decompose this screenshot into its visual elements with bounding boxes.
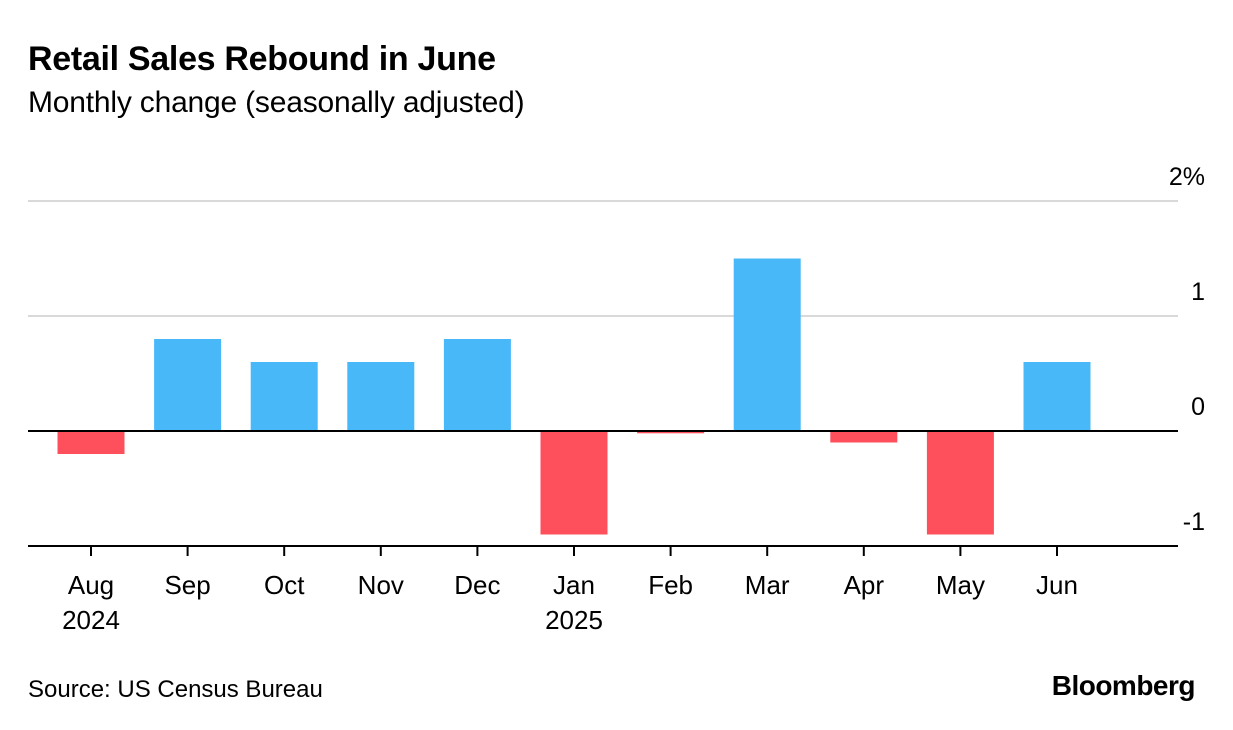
x-tick-year-label: 2025 — [545, 605, 603, 635]
y-tick-label: -1 — [1183, 508, 1205, 536]
bar-oct — [250, 362, 318, 431]
bar-mar — [733, 258, 801, 431]
bar-may — [926, 431, 994, 535]
x-tick-label: Aug — [68, 570, 114, 600]
x-tick-label: Oct — [264, 570, 305, 600]
source-note: Source: US Census Bureau — [28, 676, 323, 703]
bar-aug — [57, 431, 125, 454]
bar-dec — [443, 339, 511, 431]
bar-jun — [1023, 362, 1091, 431]
y-tick-label: 0 — [1191, 393, 1205, 421]
x-tick-label: Jun — [1036, 570, 1078, 600]
bar-nov — [347, 362, 415, 431]
x-tick-label: May — [936, 570, 985, 600]
bar-sep — [154, 339, 222, 431]
x-tick-label: Feb — [648, 570, 693, 600]
x-tick-label: Sep — [164, 570, 210, 600]
chart-subtitle: Monthly change (seasonally adjusted) — [28, 86, 525, 119]
bar-feb — [637, 431, 705, 434]
x-tick-label: Mar — [745, 570, 790, 600]
bar-apr — [830, 431, 898, 443]
chart-title: Retail Sales Rebound in June — [28, 40, 496, 78]
bar-jan — [540, 431, 608, 535]
x-tick-year-label: 2024 — [62, 605, 120, 635]
x-tick-label: Nov — [358, 570, 404, 600]
bloomberg-logo: Bloomberg — [1051, 670, 1196, 701]
x-tick-label: Apr — [844, 570, 885, 600]
x-tick-label: Dec — [454, 570, 500, 600]
y-tick-label: 2% — [1169, 163, 1205, 191]
x-tick-label: Jan — [553, 570, 595, 600]
y-tick-label: 1 — [1191, 278, 1205, 306]
